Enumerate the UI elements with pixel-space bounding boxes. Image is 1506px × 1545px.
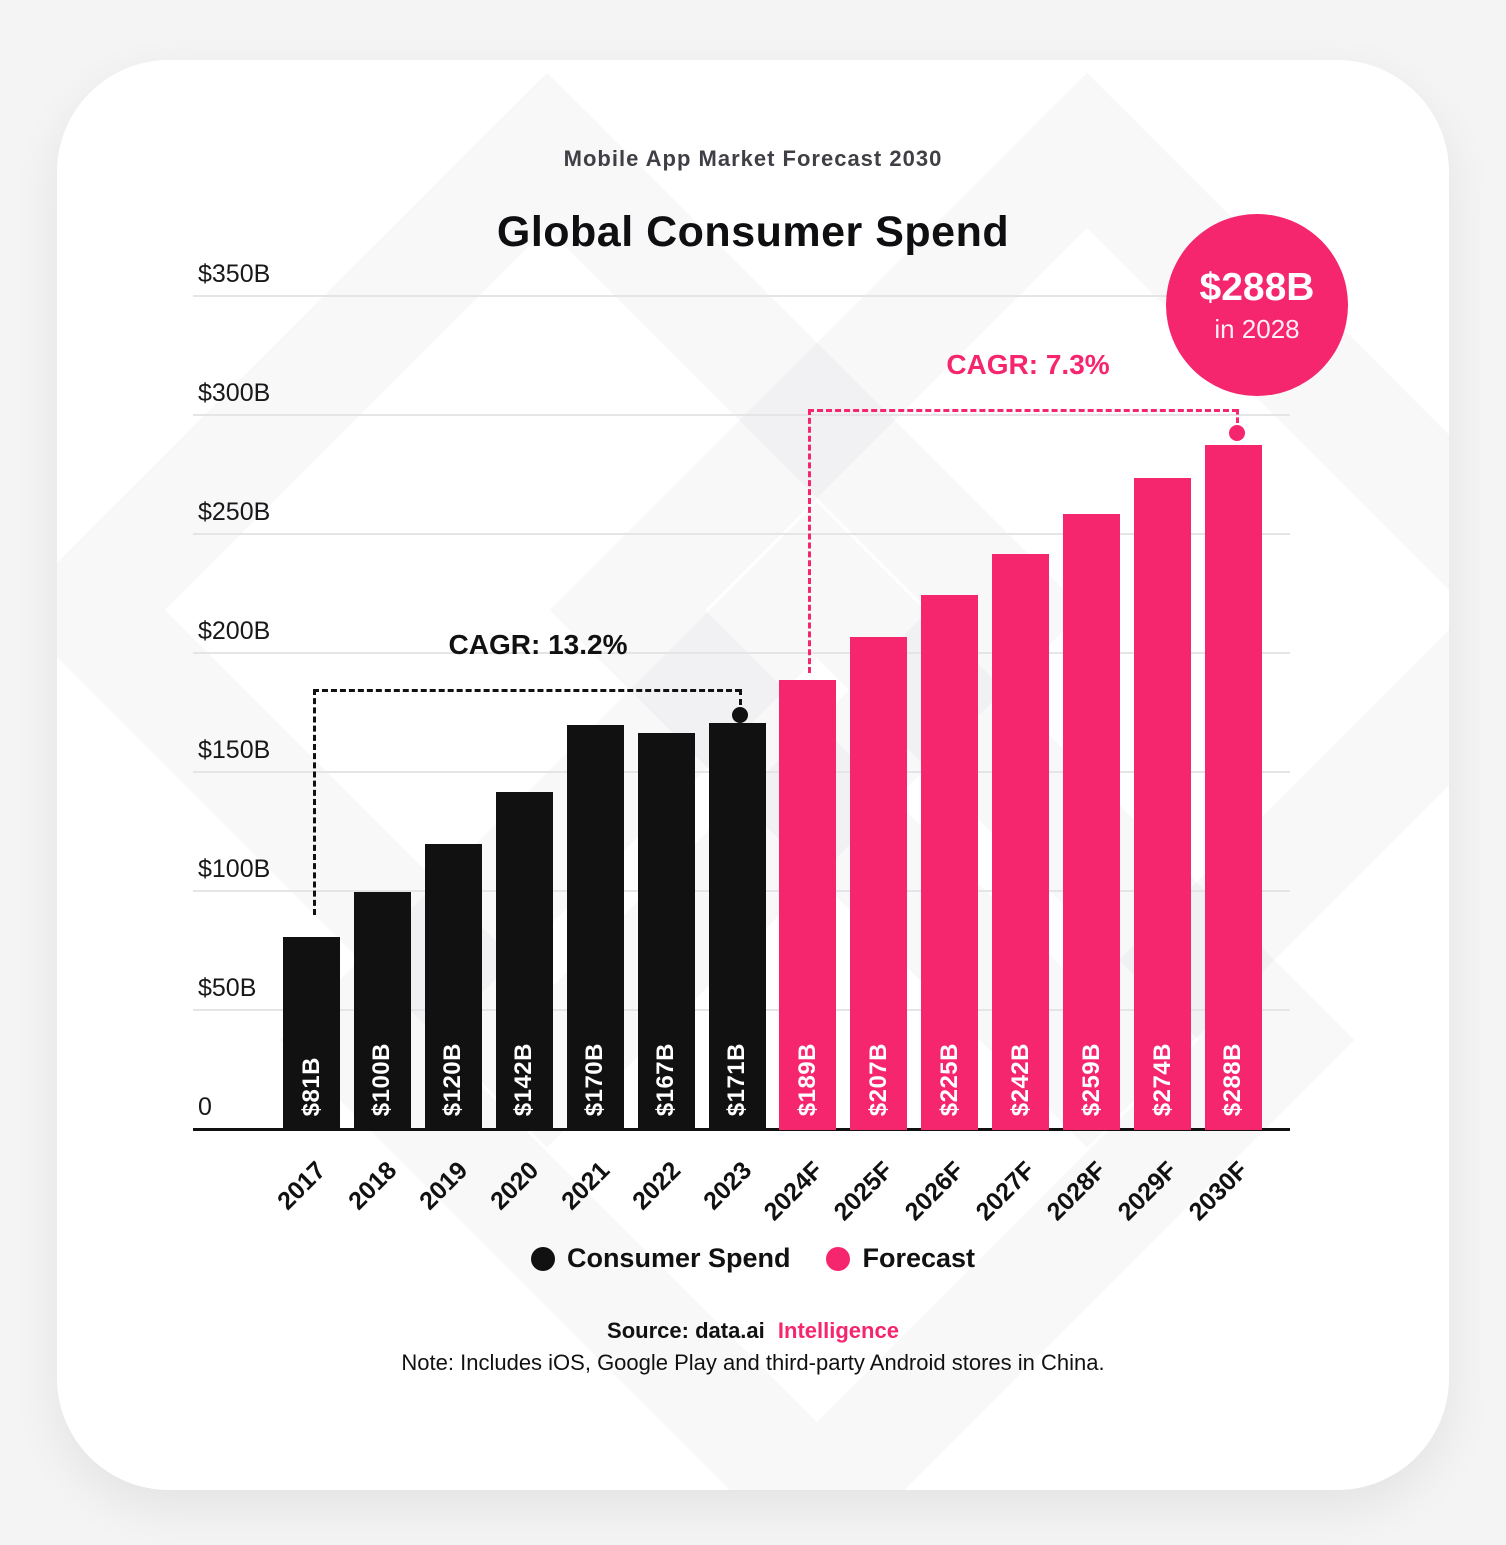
y-axis-tick-label: $350B [198, 260, 271, 288]
forecast-cagr-label: CAGR: 7.3% [946, 349, 1110, 380]
x-tick-2024F: 2024F [758, 1156, 828, 1227]
x-tick-2019: 2019 [414, 1156, 474, 1216]
gridline [193, 414, 1290, 416]
historical-bracket-dot [732, 707, 748, 723]
forecast-bracket-horizontal [808, 409, 1238, 412]
bar-2017: $81B [283, 937, 340, 1130]
bar-2021: $170B [566, 725, 624, 1130]
bar-chart: 0 $50B $100B $150B $200B $250B $300B $350B $81B… [193, 260, 1290, 1226]
badge-value: $288B [1199, 265, 1315, 309]
bar-value-label: $274B [1148, 1042, 1176, 1116]
forecast-bracket-dot [1229, 425, 1245, 441]
x-tick-2025F: 2025F [828, 1156, 899, 1227]
bar-value-label: $120B [439, 1042, 467, 1116]
note-line: Note: Includes iOS, Google Play and thir… [401, 1350, 1105, 1375]
x-tick-2023: 2023 [697, 1156, 758, 1216]
chart-title: Global Consumer Spend [496, 208, 1010, 256]
bar-value-label: $288B [1219, 1042, 1247, 1116]
bar-value-label: $242B [1006, 1042, 1034, 1116]
bar-2029F: $274B [1134, 477, 1192, 1130]
gridline [193, 533, 1290, 535]
bar-2019: $120B [424, 844, 482, 1130]
bars-area: $81B $100B $120B $142B $170B $167B $171B $189B $… [283, 297, 1262, 1130]
bar-value-label: $259B [1077, 1042, 1105, 1116]
bar-2027F: $242B [992, 554, 1050, 1130]
x-tick-2017: 2017 [272, 1156, 332, 1216]
bar-2020: $142B [495, 792, 553, 1130]
source-line: Source: data.ai Intelligence [57, 1318, 1449, 1344]
x-tick-2029F: 2029F [1112, 1156, 1183, 1227]
y-axis-tick-label: 0 [198, 1093, 212, 1121]
bar-2028F: $259B [1063, 513, 1121, 1130]
legend-item-forecast: Forecast [826, 1243, 975, 1274]
bar-2026F: $225B [921, 594, 979, 1130]
forecast-bracket-vertical [808, 409, 811, 673]
bar-2023: $171B [708, 723, 766, 1130]
historical-bracket-horizontal [313, 689, 741, 692]
bar-2024F: $189B [779, 680, 837, 1130]
legend: Consumer Spend Forecast [57, 1243, 1449, 1274]
bar-value-label: $81B [297, 1056, 325, 1116]
y-axis-tick-label: $50B [198, 974, 257, 1003]
x-tick-2026F: 2026F [899, 1156, 970, 1227]
source-text: Source: data.ai [607, 1318, 765, 1343]
x-tick-2030F: 2030F [1183, 1156, 1254, 1227]
legend-swatch-consumer-spend [530, 1246, 555, 1271]
source-link[interactable]: Intelligence [777, 1318, 899, 1343]
bar-value-label: $167B [652, 1042, 680, 1116]
bar-value-label: $100B [368, 1042, 396, 1116]
gridline [193, 295, 1290, 297]
y-axis-tick-label: $300B [198, 379, 271, 407]
legend-item-consumer-spend: Consumer Spend [530, 1243, 791, 1274]
bar-2030F: $288B [1204, 444, 1262, 1130]
x-tick-2028F: 2028F [1041, 1156, 1112, 1227]
x-tick-2022: 2022 [627, 1156, 687, 1216]
x-tick-2018: 2018 [343, 1156, 403, 1216]
bar-value-label: $189B [793, 1042, 821, 1116]
y-axis-tick-label: $100B [198, 855, 271, 884]
infographic-card: Mobile App Market Forecast 2030 Global C… [57, 60, 1449, 1490]
x-tick-2027F: 2027F [970, 1156, 1041, 1227]
legend-swatch-forecast [826, 1246, 851, 1271]
historical-cagr-label: CAGR: 13.2% [448, 629, 628, 660]
x-tick-2020: 2020 [485, 1156, 545, 1216]
bar-2025F: $207B [850, 637, 908, 1130]
legend-label-consumer-spend: Consumer Spend [566, 1243, 791, 1273]
highlight-badge: $288B in 2028 [1166, 214, 1348, 396]
badge-subtitle: in 2028 [1214, 313, 1300, 344]
bar-value-label: $142B [510, 1042, 538, 1116]
bar-2018: $100B [353, 892, 411, 1130]
x-tick-2021: 2021 [556, 1156, 616, 1216]
bar-2022: $167B [637, 732, 695, 1130]
gridline [193, 652, 1290, 654]
bar-value-label: $207B [864, 1042, 892, 1116]
y-axis-tick-label: $150B [198, 736, 271, 764]
bar-value-label: $170B [581, 1042, 609, 1116]
report-kicker: Mobile App Market Forecast 2030 [563, 146, 943, 171]
y-axis-tick-label: $250B [198, 498, 271, 526]
bar-value-label: $225B [935, 1042, 963, 1116]
historical-bracket-stub [739, 689, 742, 705]
y-axis-tick-label: $200B [198, 617, 271, 646]
x-axis-labels: 2017 2018 2019 2020 2021 2022 2023 2024F 2025F 20… [272, 1138, 1262, 1233]
bar-value-label: $171B [723, 1042, 751, 1116]
historical-bracket-vertical [313, 689, 316, 915]
legend-label-forecast: Forecast [862, 1243, 976, 1273]
forecast-bracket-stub [1236, 409, 1239, 423]
